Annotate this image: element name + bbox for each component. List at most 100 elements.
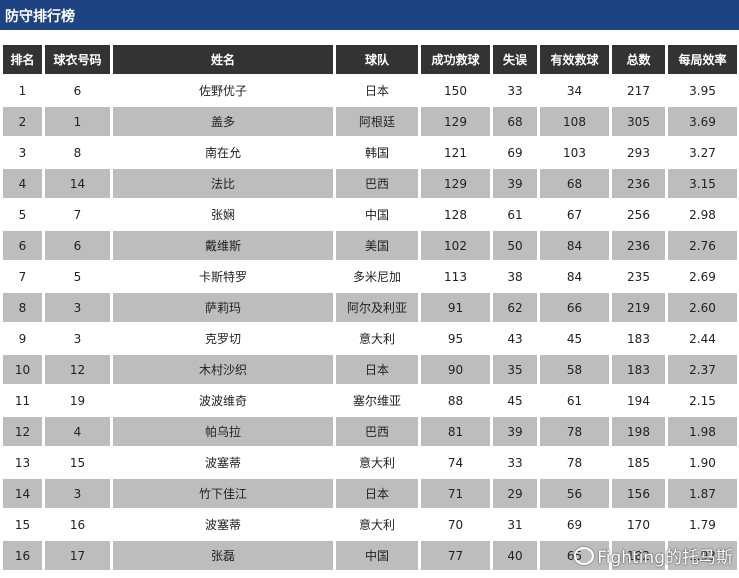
cell: 29 — [493, 479, 537, 508]
cell: 4 — [3, 169, 42, 198]
column-header: 每局效率 — [668, 45, 737, 74]
table-row: 2 1 盖多 阿根廷 129 68 108 305 3.69 — [3, 107, 737, 136]
cell: 9 — [18, 331, 27, 346]
watermark-text: Fighting的托马斯 — [597, 548, 733, 568]
column-header: 排名 — [3, 45, 42, 74]
cell: 45 — [507, 393, 523, 408]
cell: 日本 — [336, 355, 418, 384]
watermark: Fighting的托马斯 — [574, 543, 733, 568]
cell: 3.15 — [668, 169, 737, 198]
cell: 1.79 — [689, 517, 716, 532]
cell: 81 — [421, 417, 490, 446]
cell: 68 — [540, 169, 609, 198]
cell: 阿根廷 — [336, 107, 418, 136]
cell: 156 — [612, 479, 665, 508]
cell: 150 — [444, 83, 467, 98]
cell: 萨莉玛 — [113, 293, 333, 322]
cell: 68 — [493, 107, 537, 136]
table-row: 10 12 木村沙织 日本 90 35 58 183 2.37 — [3, 355, 737, 384]
cell: 日本 — [336, 479, 418, 508]
cell: 33 — [507, 455, 523, 470]
column-header: 球衣号码 — [45, 45, 110, 74]
cell: 6 — [73, 83, 82, 98]
cell: 1 — [18, 83, 27, 98]
cell: 183 — [612, 355, 665, 384]
cell: 129 — [421, 107, 490, 136]
cell: 张磊 — [113, 541, 333, 570]
cell: 戴维斯 — [113, 231, 333, 260]
cell: 日本 — [364, 84, 389, 98]
cell: 3.69 — [668, 107, 737, 136]
cell: 塞尔维亚 — [352, 394, 401, 408]
cell: 波塞蒂 — [204, 518, 241, 532]
table-row: 7 5 卡斯特罗 多米尼加 113 38 84 235 2.69 — [3, 262, 737, 291]
cell: 67 — [566, 207, 583, 222]
cell: 4 — [45, 417, 110, 446]
cell: 84 — [540, 231, 609, 260]
cell: 128 — [444, 207, 467, 222]
cell: 103 — [563, 145, 586, 160]
cell: 50 — [493, 231, 537, 260]
cell: 7 — [18, 269, 27, 284]
cell: 1.90 — [689, 455, 716, 470]
table-row: 15 16 波塞蒂 意大利 70 31 69 170 1.79 — [3, 510, 737, 539]
cell: 张娴 — [210, 208, 235, 222]
cell: 35 — [493, 355, 537, 384]
cell: 木村沙织 — [113, 355, 333, 384]
cell: 40 — [493, 541, 537, 570]
cell: 巴西 — [336, 417, 418, 446]
cell: 16 — [3, 541, 42, 570]
cell: 佐野优子 — [198, 84, 247, 98]
cell: 意大利 — [358, 518, 395, 532]
cell: 卡斯特罗 — [198, 270, 247, 284]
cell: 8 — [3, 293, 42, 322]
cell: 14 — [3, 479, 42, 508]
cell: 217 — [627, 83, 650, 98]
cell: 3 — [73, 331, 82, 346]
cell: 102 — [421, 231, 490, 260]
cell: 2.15 — [689, 393, 716, 408]
cell: 韩国 — [364, 146, 389, 160]
cell: 6 — [45, 231, 110, 260]
cell: 219 — [612, 293, 665, 322]
cell: 1 — [45, 107, 110, 136]
cell: 33 — [507, 83, 523, 98]
cell: 113 — [444, 269, 467, 284]
table-row: 13 15 波塞蒂 意大利 74 33 78 185 1.90 — [3, 448, 737, 477]
watermark-icon — [574, 547, 595, 565]
cell: 12 — [45, 355, 110, 384]
cell: 17 — [45, 541, 110, 570]
cell: 91 — [421, 293, 490, 322]
cell: 中国 — [364, 208, 389, 222]
cell: 美国 — [336, 231, 418, 260]
cell: 194 — [627, 393, 650, 408]
cell: 8 — [73, 145, 82, 160]
column-header: 有效救球 — [540, 45, 609, 74]
cell: 39 — [493, 417, 537, 446]
cell: 12 — [3, 417, 42, 446]
cell: 巴西 — [336, 169, 418, 198]
cell: 南在允 — [204, 146, 241, 160]
column-header: 失误 — [493, 45, 537, 74]
header-row: 排名 球衣号码 姓名 球队 成功救球 失误 有效救球 总数 每局效率 — [3, 45, 737, 74]
cell: 95 — [447, 331, 464, 346]
cell: 121 — [444, 145, 467, 160]
cell: 38 — [507, 269, 523, 284]
cell: 中国 — [336, 541, 418, 570]
cell: 183 — [627, 331, 650, 346]
cell: 2.98 — [689, 207, 716, 222]
cell: 1.93 — [668, 541, 737, 570]
cell: 69 — [566, 517, 583, 532]
cell: 3.95 — [689, 83, 716, 98]
cell: 256 — [627, 207, 650, 222]
cell: 15 — [14, 517, 31, 532]
column-header: 球队 — [336, 45, 418, 74]
cell: 3 — [45, 479, 110, 508]
cell: 3.27 — [689, 145, 716, 160]
cell: 61 — [507, 207, 523, 222]
cell: 法比 — [113, 169, 333, 198]
table-row: 4 14 法比 巴西 129 39 68 236 3.15 — [3, 169, 737, 198]
title: 防守排行榜 — [5, 9, 75, 25]
cell: 31 — [507, 517, 523, 532]
